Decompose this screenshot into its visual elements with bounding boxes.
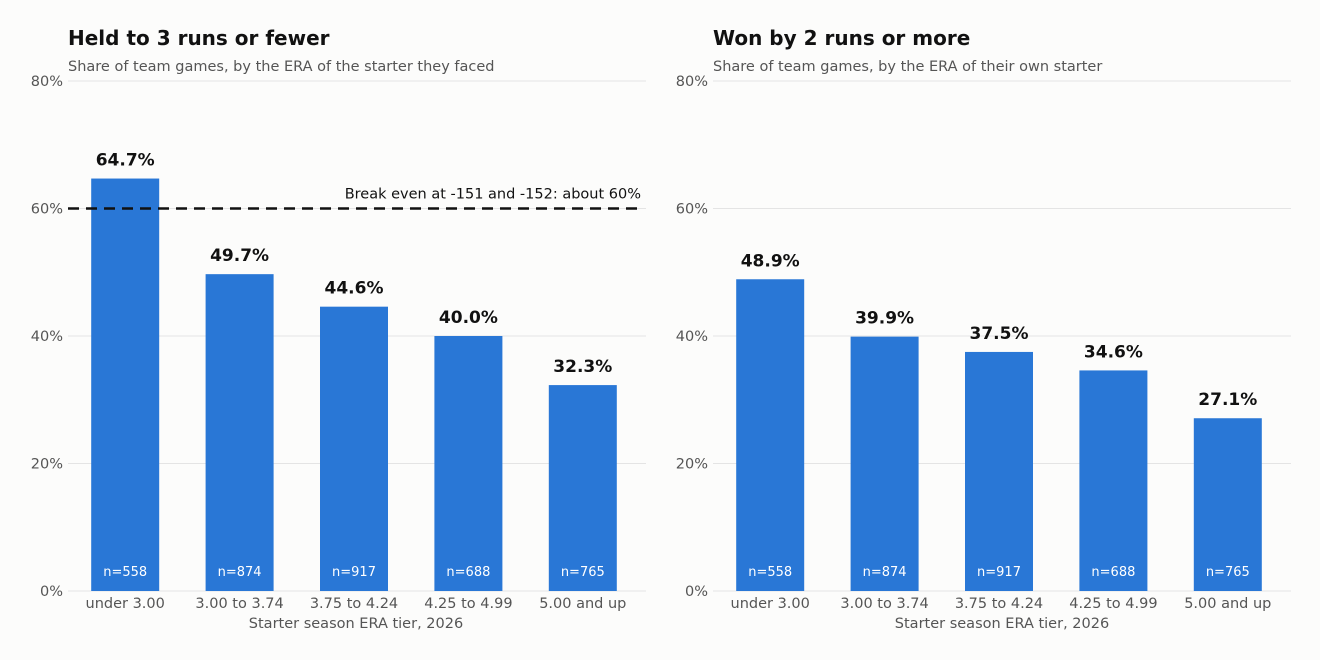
left-y-tick-label: 60% [31, 202, 63, 218]
right-x-axis-label: Starter season ERA tier, 2026 [895, 616, 1109, 632]
left-x-tick-label: 3.00 to 3.74 [195, 596, 283, 612]
right-bar-sample-label: n=765 [1206, 565, 1250, 580]
right-chart-title: Won by 2 runs or more [713, 26, 970, 50]
left-x-axis-label: Starter season ERA tier, 2026 [249, 616, 463, 632]
right-x-tick-label: 3.00 to 3.74 [840, 596, 928, 612]
right-bar-4 [1079, 370, 1148, 591]
right-y-tick-label: 60% [676, 202, 708, 218]
right-bar-value-label: 34.6% [1084, 342, 1143, 362]
right-bar-sample-label: n=917 [977, 565, 1021, 580]
right-bar-value-label: 39.9% [855, 309, 914, 329]
right-bar-value-label: 48.9% [741, 251, 800, 271]
left-bar-3 [320, 306, 388, 591]
left-y-tick-label: 40% [31, 329, 63, 345]
right-bar-2 [850, 336, 919, 591]
left-x-tick-label: 4.25 to 4.99 [424, 596, 512, 612]
right-bar-3 [965, 351, 1033, 591]
left-bar-value-label: 44.6% [325, 279, 384, 299]
left-bar-5 [548, 385, 617, 591]
right-chart-subtitle: Share of team games, by the ERA of their… [713, 59, 1102, 75]
right-bar-sample-label: n=558 [748, 565, 792, 580]
left-bar-2 [205, 274, 274, 591]
left-chart-title: Held to 3 runs or fewer [68, 26, 330, 50]
left-x-tick-label: 5.00 and up [539, 596, 626, 612]
left-bar-sample-label: n=688 [446, 565, 490, 580]
left-x-tick-label: under 3.00 [86, 596, 165, 612]
left-y-tick-label: 20% [31, 457, 63, 473]
right-bar-sample-label: n=874 [863, 565, 907, 580]
left-bar-sample-label: n=558 [103, 565, 147, 580]
right-x-tick-label: 4.25 to 4.99 [1069, 596, 1157, 612]
right-y-tick-label: 20% [676, 457, 708, 473]
left-chart-subtitle: Share of team games, by the ERA of the s… [68, 59, 494, 75]
right-x-tick-label: 5.00 and up [1184, 596, 1271, 612]
right-chart-panel: Won by 2 runs or more Share of team game… [676, 26, 1291, 632]
left-reference-line-label: Break even at -151 and -152: about 60% [345, 187, 641, 203]
left-bar-sample-label: n=874 [218, 565, 262, 580]
left-bar-value-label: 64.7% [96, 151, 155, 171]
right-y-tick-label: 0% [685, 584, 708, 600]
right-y-tick-label: 80% [676, 74, 708, 90]
right-bar-value-label: 27.1% [1198, 390, 1257, 410]
left-bar-sample-label: n=765 [561, 565, 605, 580]
left-bar-1 [91, 178, 160, 591]
right-x-tick-label: under 3.00 [731, 596, 810, 612]
left-bar-value-label: 40.0% [439, 308, 498, 328]
right-bar-sample-label: n=688 [1091, 565, 1135, 580]
right-bar-1 [736, 279, 805, 591]
right-bar-value-label: 37.5% [970, 324, 1029, 344]
left-chart-panel: Held to 3 runs or fewer Share of team ga… [31, 26, 646, 632]
left-y-tick-label: 0% [40, 584, 63, 600]
left-bar-value-label: 32.3% [553, 357, 612, 377]
left-y-tick-label: 80% [31, 74, 63, 90]
right-x-tick-label: 3.75 to 4.24 [955, 596, 1043, 612]
left-bar-sample-label: n=917 [332, 565, 376, 580]
left-x-tick-label: 3.75 to 4.24 [310, 596, 398, 612]
left-bar-4 [434, 336, 503, 591]
right-bar-5 [1193, 418, 1262, 591]
left-bar-value-label: 49.7% [210, 246, 269, 266]
right-y-tick-label: 40% [676, 329, 708, 345]
